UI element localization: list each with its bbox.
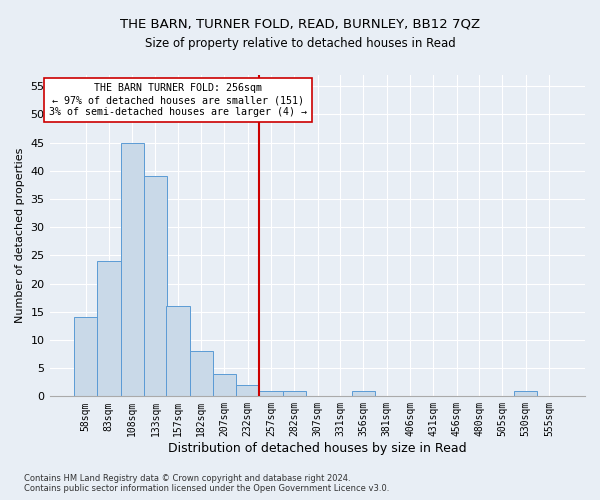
Bar	[236, 385, 259, 396]
Text: Contains HM Land Registry data © Crown copyright and database right 2024.: Contains HM Land Registry data © Crown c…	[24, 474, 350, 483]
Bar	[259, 390, 283, 396]
Bar	[190, 351, 213, 397]
Bar	[283, 390, 306, 396]
Bar	[166, 306, 190, 396]
Text: Contains public sector information licensed under the Open Government Licence v3: Contains public sector information licen…	[24, 484, 389, 493]
Text: THE BARN TURNER FOLD: 256sqm
← 97% of detached houses are smaller (151)
3% of se: THE BARN TURNER FOLD: 256sqm ← 97% of de…	[49, 84, 307, 116]
Text: THE BARN, TURNER FOLD, READ, BURNLEY, BB12 7QZ: THE BARN, TURNER FOLD, READ, BURNLEY, BB…	[120, 18, 480, 30]
Bar	[144, 176, 167, 396]
Text: Size of property relative to detached houses in Read: Size of property relative to detached ho…	[145, 38, 455, 51]
Bar	[121, 142, 144, 396]
Bar	[213, 374, 236, 396]
X-axis label: Distribution of detached houses by size in Read: Distribution of detached houses by size …	[168, 442, 467, 455]
Bar	[352, 390, 375, 396]
Bar	[74, 318, 97, 396]
Y-axis label: Number of detached properties: Number of detached properties	[15, 148, 25, 324]
Bar	[97, 261, 121, 396]
Bar	[514, 390, 538, 396]
